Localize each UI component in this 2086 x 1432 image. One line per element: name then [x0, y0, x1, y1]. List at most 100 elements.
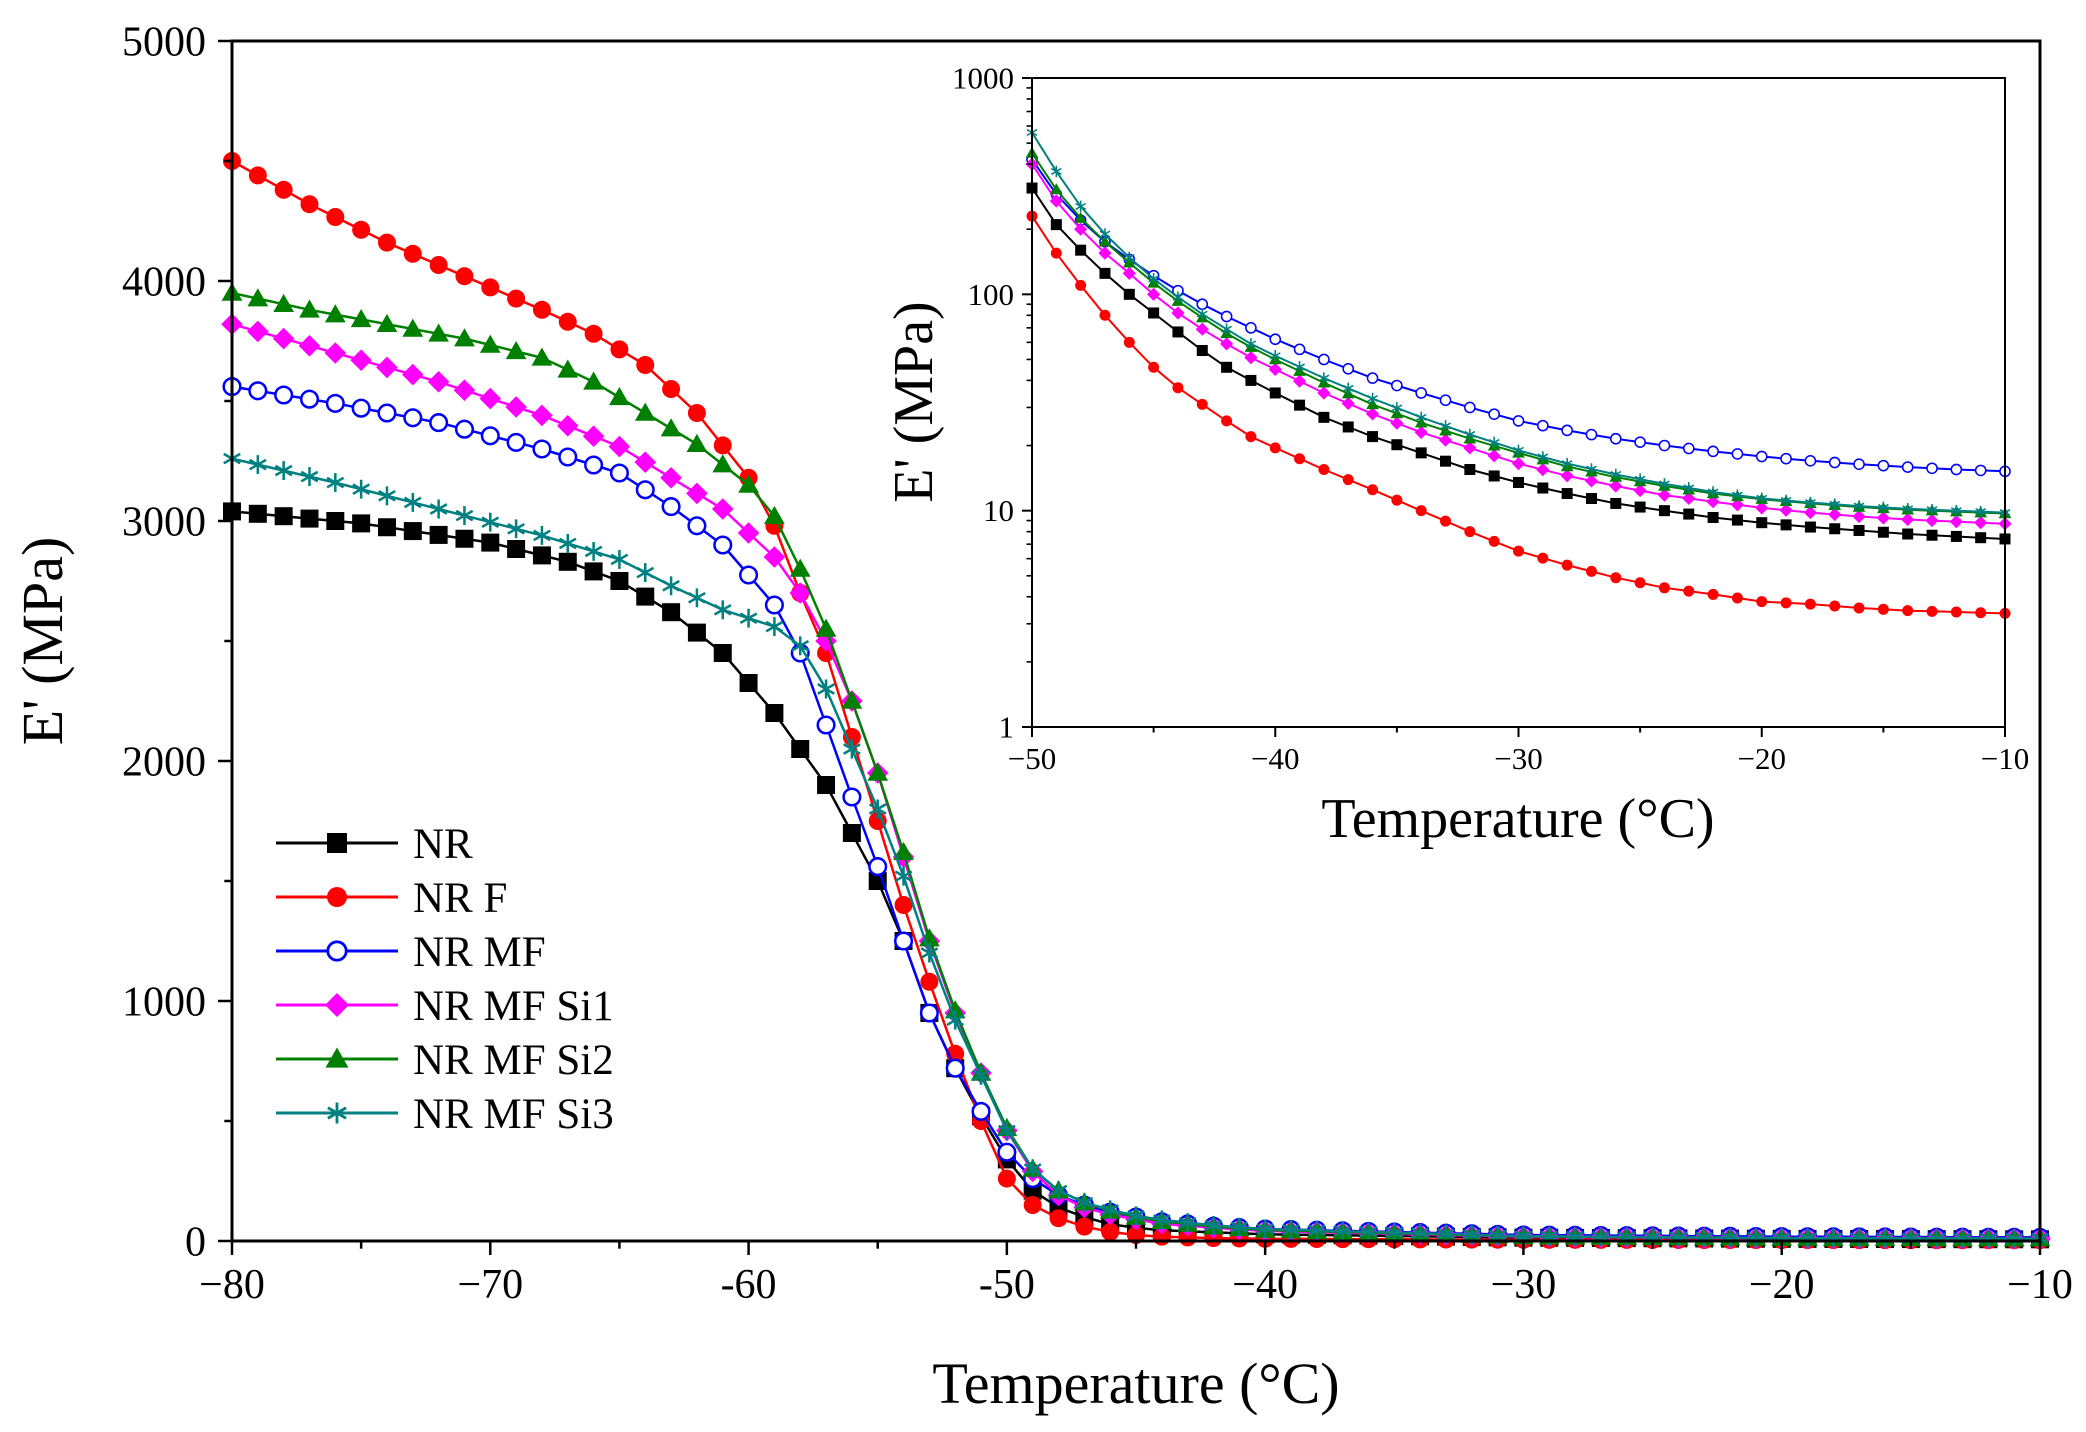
main-point-nr-11 [507, 540, 526, 558]
inset-point-nr-f-36 [1902, 605, 1914, 617]
main-point-nr-f-26 [894, 896, 913, 914]
inset-point-nr-f-19 [1488, 535, 1500, 547]
main-x-axis-label: Temperature (°C) [932, 1351, 1339, 1416]
main-point-nr-f-9 [455, 267, 474, 286]
main-point-nr-f-31 [1023, 1196, 1042, 1214]
main-point-nr-mf-si3-18 [688, 588, 706, 608]
main-point-nr-mf-5 [351, 398, 371, 418]
legend-label-nr-mf-si3: NR MF Si3 [413, 1091, 614, 1138]
inset-point-nr-mf-38 [1950, 463, 1963, 476]
legend-item-nr-mf-si1: NR MF Si1 [276, 983, 614, 1030]
inset-point-nr-mf-26 [1658, 439, 1671, 452]
main-point-nr-mf-20 [739, 565, 759, 585]
main-point-nr-mf-si3-42 [1307, 1220, 1326, 1240]
inset-point-nr-mf-21 [1536, 419, 1549, 432]
main-point-nr-mf-si1-11 [505, 396, 527, 418]
inset-point-nr-mf-si3-17 [1440, 420, 1451, 432]
inset-point-nr-28 [1707, 511, 1719, 523]
inset-y-tick-label-0: 1 [999, 710, 1015, 745]
inset-point-nr-22 [1561, 488, 1573, 500]
inset-point-nr-mf-si1-23 [1584, 474, 1599, 488]
main-point-nr-mf-si3-32 [1049, 1181, 1068, 1201]
inset-x-axis-label: Temperature (°C) [1321, 788, 1714, 850]
inset-point-nr-mf-si3-4 [1123, 251, 1135, 264]
inset-point-nr-mf-si1-12 [1317, 386, 1331, 400]
inset-point-nr-18 [1464, 463, 1476, 475]
inset-point-nr-f-11 [1294, 453, 1306, 465]
inset-point-nr-f-14 [1367, 484, 1379, 496]
inset-point-nr-mf-22 [1561, 424, 1573, 437]
inset-point-nr-mf-si1-33 [1828, 507, 1842, 522]
inset-point-nr-15 [1391, 439, 1403, 451]
inset-background [1032, 78, 2005, 727]
legend-item-nr-mf-si3: NR MF Si3 [276, 1091, 614, 1138]
inset-point-nr-mf-9 [1245, 322, 1257, 334]
inset-point-nr-36 [1902, 528, 1914, 540]
main-y-tick-label-2: 2000 [122, 739, 206, 785]
main-point-nr-mf-si2-20 [738, 474, 759, 493]
inset-point-nr-11 [1294, 399, 1306, 411]
main-point-nr-mf-si3-30 [998, 1121, 1016, 1141]
inset-point-nr-f-24 [1610, 572, 1622, 584]
main-point-nr-mf-8 [429, 413, 449, 433]
main-point-nr-mf-si1-20 [737, 522, 760, 544]
inset-point-nr-mf-si3-12 [1318, 372, 1330, 384]
inset-point-nr-mf-si1-38 [1949, 515, 1963, 529]
main-point-nr-f-5 [352, 220, 371, 239]
legend-label-nr-mf-si2: NR MF Si2 [413, 1037, 614, 1084]
inset-point-nr-mf-si2-1 [1050, 183, 1063, 195]
inset-point-nr-30 [1756, 517, 1768, 529]
main-point-nr-mf-si1-21 [763, 546, 786, 568]
inset-point-nr-21 [1537, 482, 1549, 494]
inset-x-tick-label-0: −50 [1008, 741, 1056, 776]
main-point-nr-f-13 [558, 312, 577, 331]
inset-point-nr-f-23 [1585, 565, 1597, 577]
inset-point-nr-mf-si3-6 [1172, 291, 1184, 303]
main-x-tick-label-2: -60 [721, 1262, 777, 1308]
inset-point-nr-10 [1269, 387, 1281, 399]
main-point-nr-mf-si3-3 [300, 467, 319, 487]
main-point-nr-mf-si3-38 [1204, 1215, 1223, 1235]
main-point-nr-mf-si1-14 [582, 425, 605, 447]
inset-point-nr-mf-si3-8 [1221, 323, 1233, 335]
main-point-nr-mf-10 [480, 426, 500, 446]
main-point-nr-mf-si2-2 [273, 293, 295, 312]
inset-point-nr-mf-15 [1391, 379, 1403, 392]
inset-point-nr-mf-si1-32 [1803, 505, 1817, 520]
main-point-nr-mf-11 [506, 432, 526, 452]
main-x-tick-label-0: −80 [199, 1262, 265, 1308]
inset-point-nr-f-15 [1391, 494, 1403, 506]
inset-point-nr-f-17 [1440, 515, 1452, 527]
inset-point-nr-f-27 [1683, 585, 1695, 597]
inset-point-nr-mf-si1-26 [1657, 488, 1672, 502]
main-point-nr-mf-si1-16 [634, 451, 657, 473]
main-point-nr-f-10 [481, 278, 500, 297]
main-point-nr-mf-si2-7 [402, 318, 424, 337]
main-point-nr-mf-si2-19 [712, 454, 734, 473]
main-point-nr-mf-15 [609, 463, 629, 483]
main-point-nr-mf-28 [945, 1058, 965, 1078]
main-point-nr-21 [765, 704, 784, 722]
inset-point-nr-f-26 [1658, 582, 1670, 594]
inset-point-nr-14 [1367, 431, 1379, 443]
inset-point-nr-mf-si1-27 [1682, 491, 1696, 506]
main-point-nr-mf-si2-5 [350, 309, 372, 328]
inset-point-nr-f-18 [1464, 526, 1476, 538]
inset-point-nr-mf-si3-22 [1561, 457, 1573, 470]
main-point-nr-mf-si3-21 [765, 617, 784, 637]
legend-label-nr-mf-si1: NR MF Si1 [413, 983, 614, 1030]
main-point-nr-mf-si3-25 [868, 799, 887, 819]
main-point-nr-mf-16 [635, 480, 655, 500]
main-chart: −80 −70 -60 -50 −40 −30 −20 −10 0 1000 2000 3000 400… [10, 19, 2073, 1416]
inset-point-nr-mf-35 [1877, 459, 1890, 472]
inset-point-nr-mf-si3-13 [1342, 382, 1354, 395]
inset-point-nr-mf-13 [1342, 362, 1355, 375]
inset-point-nr-mf-16 [1415, 387, 1428, 399]
inset-point-nr-mf-si1-10 [1268, 362, 1282, 376]
inset-point-nr-7 [1196, 345, 1208, 357]
main-point-nr-mf-si3-15 [610, 549, 629, 569]
main-x-tick-label-5: −30 [1491, 1262, 1557, 1308]
inset-point-nr-mf-si1-15 [1390, 416, 1404, 430]
main-point-nr-mf-si2-25 [867, 762, 889, 781]
main-point-nr-mf-si2-11 [505, 341, 527, 360]
